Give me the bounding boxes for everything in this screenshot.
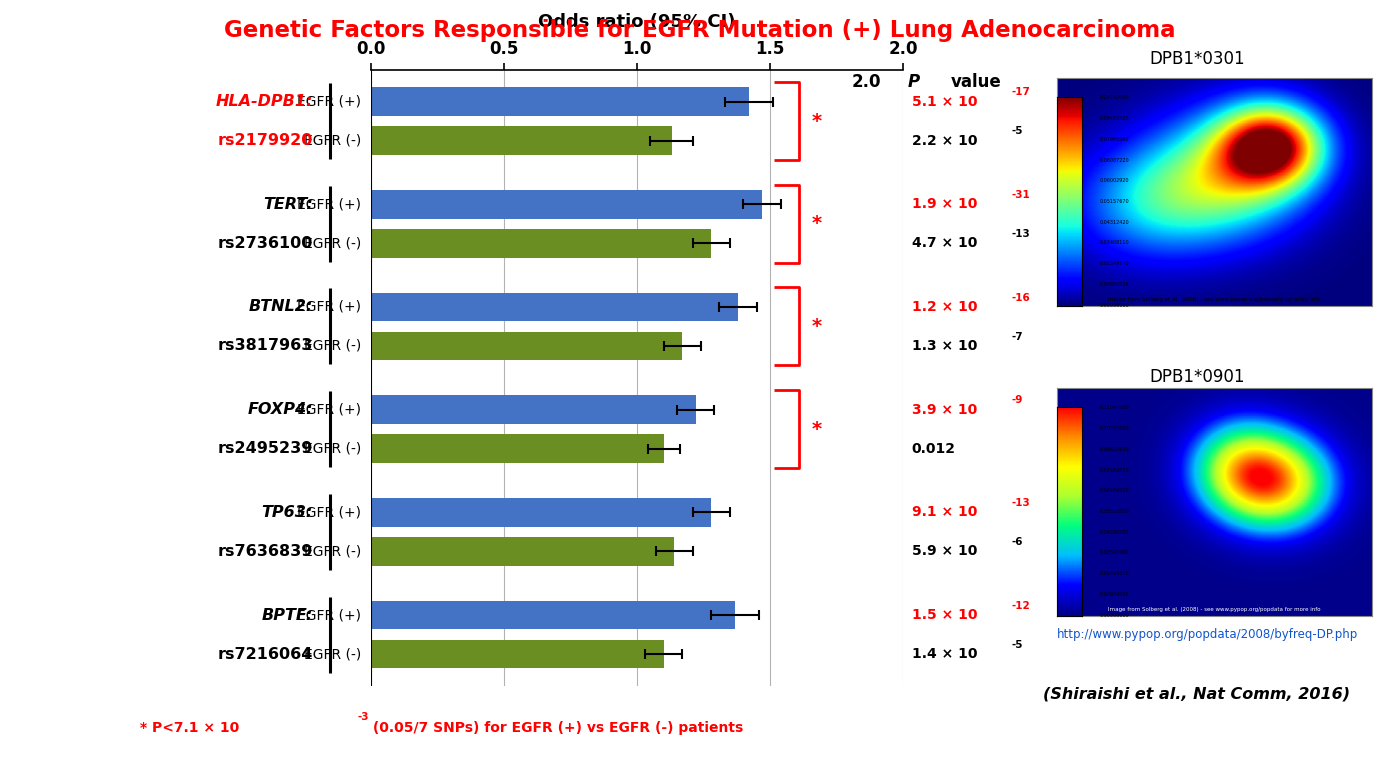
Text: Image from Solberg et al. (2008) - see www.pypop.org/popdata for more info: Image from Solberg et al. (2008) - see w… xyxy=(1109,607,1320,611)
Text: 3.9 × 10: 3.9 × 10 xyxy=(911,403,977,417)
Text: 0.012: 0.012 xyxy=(911,442,956,456)
Text: 1.5 × 10: 1.5 × 10 xyxy=(911,608,977,622)
Text: FOXP4:: FOXP4: xyxy=(248,402,312,417)
Bar xyxy=(371,229,711,257)
Text: TP63:: TP63: xyxy=(262,505,312,520)
Bar xyxy=(371,126,672,155)
Bar xyxy=(371,332,682,360)
Text: -7: -7 xyxy=(1011,332,1023,342)
Text: 1.2 × 10: 1.2 × 10 xyxy=(911,300,977,314)
Text: EGFR (+): EGFR (+) xyxy=(297,403,361,417)
Text: 2.0: 2.0 xyxy=(851,73,882,91)
Text: EGFR (-): EGFR (-) xyxy=(304,236,361,250)
Text: 5.9 × 10: 5.9 × 10 xyxy=(911,544,977,558)
Text: EGFR (+): EGFR (+) xyxy=(297,95,361,109)
Text: 0.10242600: 0.10242600 xyxy=(1100,426,1130,431)
Text: (0.05/7 SNPs) for EGFR (+) vs EGFR (-) patients: (0.05/7 SNPs) for EGFR (+) vs EGFR (-) p… xyxy=(368,721,743,735)
Text: EGFR (-): EGFR (-) xyxy=(304,647,361,661)
X-axis label: Odds ratio (95% CI): Odds ratio (95% CI) xyxy=(538,13,736,32)
Text: 0.00000000: 0.00000000 xyxy=(1100,612,1130,618)
Text: 0.09433300: 0.09433300 xyxy=(1100,116,1130,121)
Text: 0.24742000: 0.24742000 xyxy=(1100,95,1130,101)
Text: rs2736100: rs2736100 xyxy=(217,236,312,251)
Text: -31: -31 xyxy=(1011,190,1030,200)
Text: -12: -12 xyxy=(1011,601,1030,611)
Text: -3: -3 xyxy=(357,712,368,722)
Text: EGFR (+): EGFR (+) xyxy=(297,300,361,314)
Text: 0.00882039: 0.00882039 xyxy=(1100,282,1130,287)
Text: 0.00000000: 0.00000000 xyxy=(1100,302,1130,308)
Text: BPTF:: BPTF: xyxy=(262,608,312,622)
Text: *: * xyxy=(812,419,822,439)
Text: http://www.pypop.org/popdata/2008/byfreq-DP.php: http://www.pypop.org/popdata/2008/byfreq… xyxy=(1057,628,1358,641)
Bar xyxy=(371,88,749,116)
Text: EGFR (-): EGFR (-) xyxy=(304,339,361,353)
Text: -16: -16 xyxy=(1011,293,1030,303)
Text: 1.3 × 10: 1.3 × 10 xyxy=(911,339,977,353)
Text: rs7636839: rs7636839 xyxy=(217,544,312,559)
Text: Image from Solberg et al. (2008) - see www.pypop.org/popdata for more info: Image from Solberg et al. (2008) - see w… xyxy=(1109,297,1320,301)
Text: EGFR (-): EGFR (-) xyxy=(304,442,361,456)
Text: 0.04590580: 0.04590580 xyxy=(1100,530,1130,535)
Bar xyxy=(371,434,664,463)
Text: 0.06456420: 0.06456420 xyxy=(1100,488,1130,493)
Text: 0.11047000: 0.11047000 xyxy=(1100,405,1130,411)
Bar xyxy=(371,395,696,424)
Bar xyxy=(371,601,735,629)
Text: *: * xyxy=(812,112,822,131)
Text: rs3817963: rs3817963 xyxy=(217,339,312,353)
Text: 4.7 × 10: 4.7 × 10 xyxy=(911,236,977,250)
Bar xyxy=(371,639,664,668)
Text: 0.06007220: 0.06007220 xyxy=(1100,157,1130,163)
Text: 0.02349770: 0.02349770 xyxy=(1100,261,1130,266)
Text: 0.00804406: 0.00804406 xyxy=(1100,592,1130,597)
Text: *: * xyxy=(812,317,822,336)
Text: (Shiraishi et al., Nat Comm, 2016): (Shiraishi et al., Nat Comm, 2016) xyxy=(1043,687,1351,701)
Text: 1.9 × 10: 1.9 × 10 xyxy=(911,198,977,212)
Text: -5: -5 xyxy=(1011,126,1023,136)
Bar xyxy=(371,498,711,527)
Text: EGFR (+): EGFR (+) xyxy=(297,505,361,519)
Bar xyxy=(371,537,675,566)
Text: 0.05523500: 0.05523500 xyxy=(1100,509,1130,514)
Text: 0.02424370: 0.02424370 xyxy=(1100,571,1130,576)
Text: Genetic Factors Responsible for EGFR Mutation (+) Lung Adenocarcinoma: Genetic Factors Responsible for EGFR Mut… xyxy=(224,19,1176,43)
Text: 0.04312420: 0.04312420 xyxy=(1100,220,1130,225)
Text: HLA-DPB1:: HLA-DPB1: xyxy=(216,94,312,109)
Text: DPB1*0301: DPB1*0301 xyxy=(1149,50,1245,68)
Text: -13: -13 xyxy=(1011,498,1030,508)
Text: EGFR (+): EGFR (+) xyxy=(297,198,361,212)
Text: DPB1*0901: DPB1*0901 xyxy=(1149,368,1245,386)
Text: 2.2 × 10: 2.2 × 10 xyxy=(911,133,977,147)
Text: *: * xyxy=(812,214,822,233)
Text: 1.4 × 10: 1.4 × 10 xyxy=(911,647,977,661)
Text: TERT:: TERT: xyxy=(263,197,312,212)
Text: 0.06002920: 0.06002920 xyxy=(1100,178,1130,183)
Text: 5.1 × 10: 5.1 × 10 xyxy=(911,95,977,109)
Text: * P<7.1 × 10: * P<7.1 × 10 xyxy=(140,721,239,735)
Text: 0.03408110: 0.03408110 xyxy=(1100,240,1130,246)
Text: 0.07454520: 0.07454520 xyxy=(1100,467,1130,473)
Text: -6: -6 xyxy=(1011,537,1023,547)
Text: 0.08622630: 0.08622630 xyxy=(1100,447,1130,452)
Text: EGFR (-): EGFR (-) xyxy=(304,133,361,147)
Text: 0.07965560: 0.07965560 xyxy=(1100,137,1130,142)
Text: rs2179920: rs2179920 xyxy=(217,133,312,148)
Text: BTNL2:: BTNL2: xyxy=(248,299,312,315)
Text: 0.05157670: 0.05157670 xyxy=(1100,199,1130,204)
Text: rs2495239: rs2495239 xyxy=(217,441,312,456)
Text: -5: -5 xyxy=(1011,640,1023,649)
Bar xyxy=(371,190,762,219)
Text: -17: -17 xyxy=(1011,88,1030,98)
Text: value: value xyxy=(951,73,1001,91)
Text: 9.1 × 10: 9.1 × 10 xyxy=(911,505,977,519)
Text: -9: -9 xyxy=(1011,395,1023,405)
Text: EGFR (+): EGFR (+) xyxy=(297,608,361,622)
Bar xyxy=(371,293,738,322)
Text: -13: -13 xyxy=(1011,229,1030,239)
Text: rs7216064: rs7216064 xyxy=(217,646,312,662)
Text: P: P xyxy=(907,73,920,91)
Text: 0.03592480: 0.03592480 xyxy=(1100,550,1130,556)
Text: EGFR (-): EGFR (-) xyxy=(304,544,361,558)
